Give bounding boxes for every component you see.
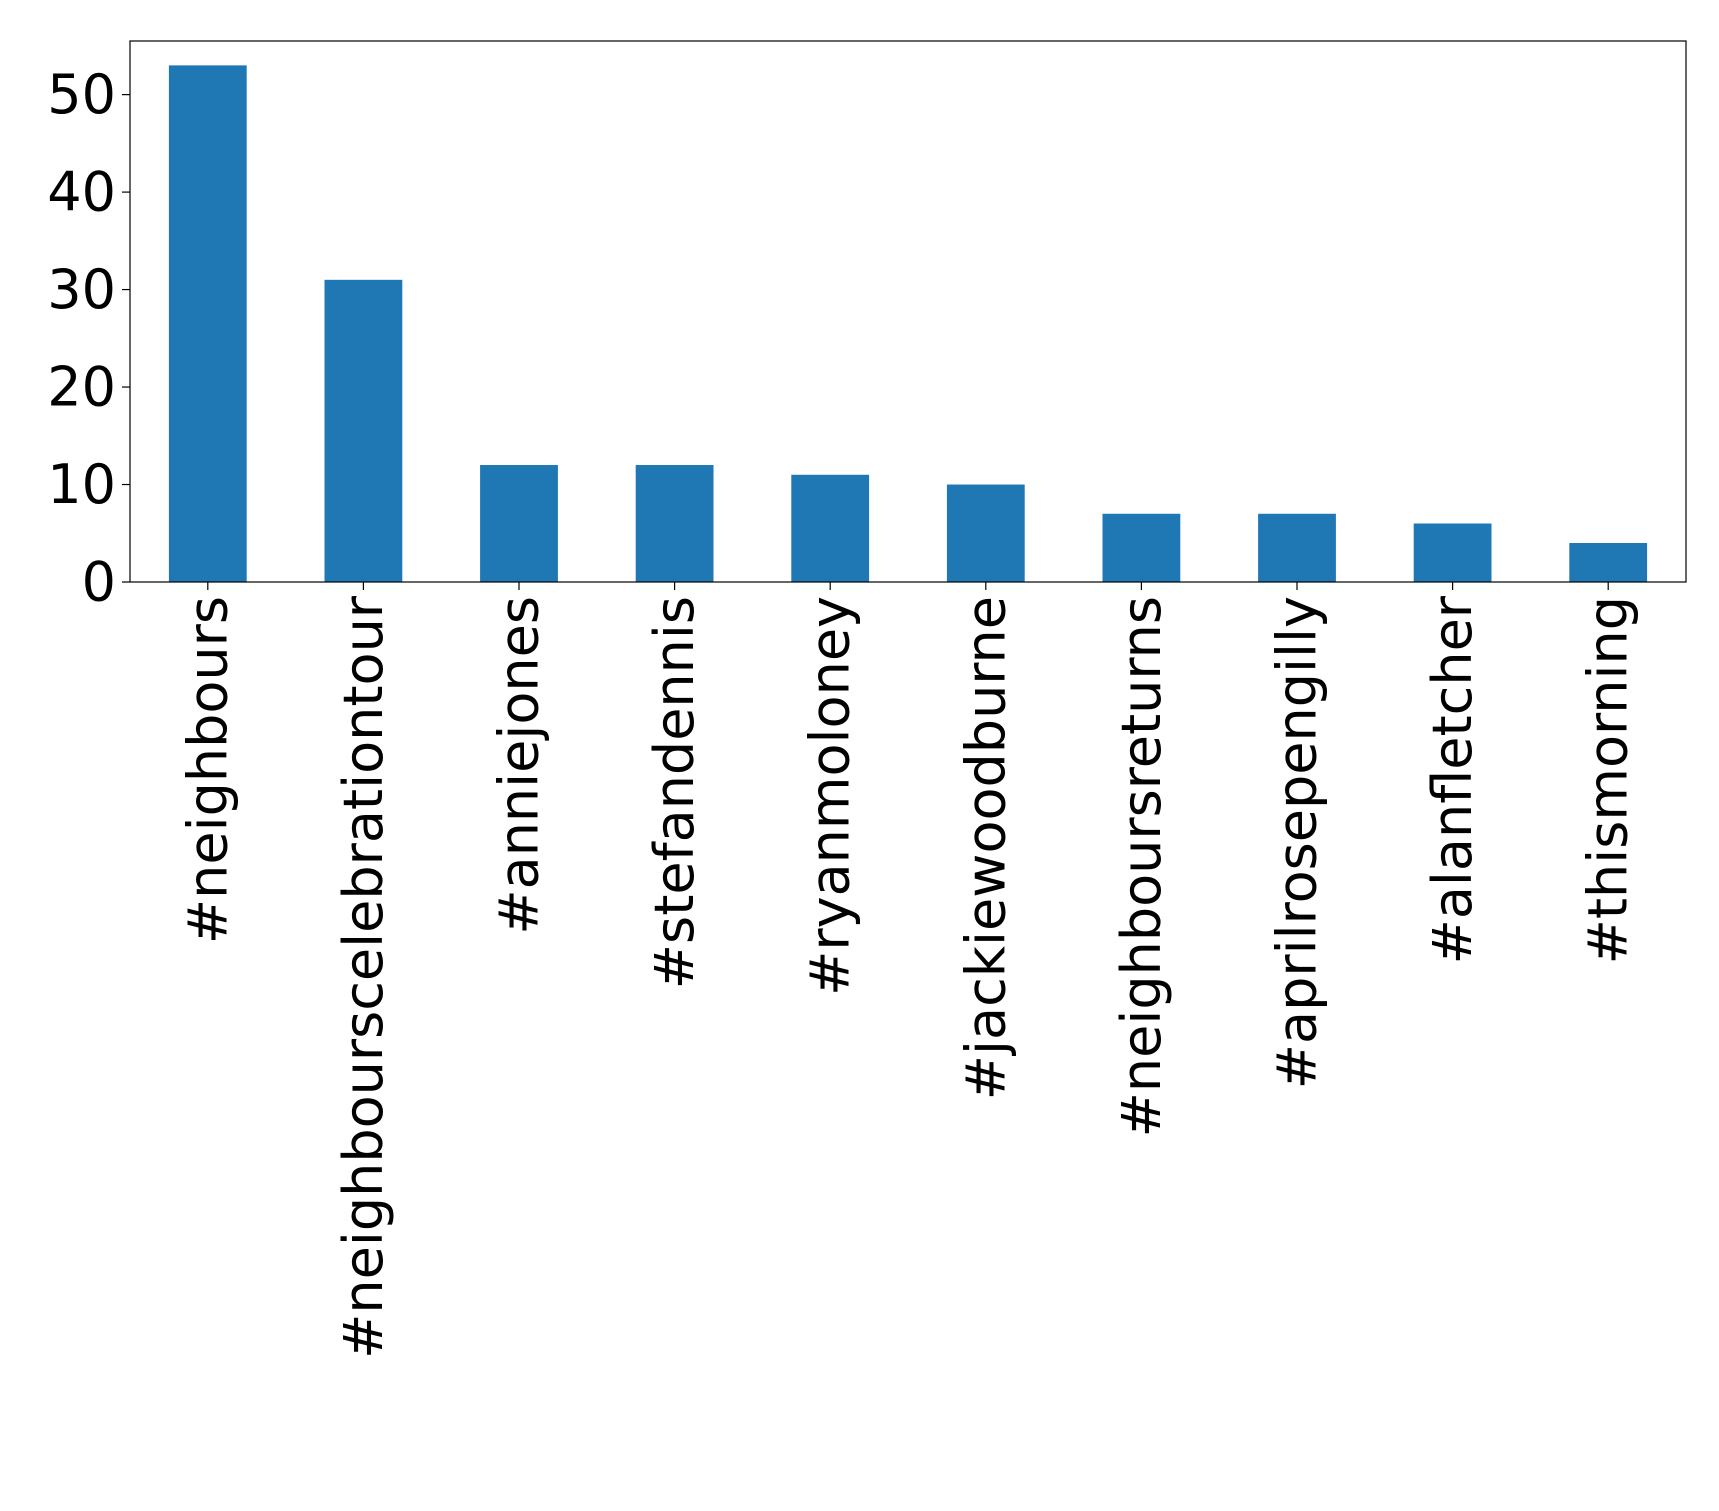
bar — [480, 465, 558, 582]
bar — [791, 474, 870, 582]
plot-frame — [129, 40, 1687, 583]
bar — [168, 65, 247, 582]
y-tick-label: 10 — [47, 453, 116, 516]
x-tick-label: #stefandennis — [643, 596, 706, 989]
y-tick-label: 0 — [82, 551, 116, 614]
y-tick-label: 50 — [47, 63, 116, 126]
x-tick-label: #neighbours — [176, 596, 239, 944]
x-tick-label: #thismorning — [1577, 596, 1640, 964]
x-tick-label: #anniejones — [488, 596, 551, 935]
bar — [1102, 513, 1181, 582]
bar — [1569, 543, 1648, 582]
y-axis: 0 10 20 30 40 50 — [47, 63, 130, 614]
bar — [324, 279, 403, 582]
bars-group — [168, 65, 1648, 582]
y-tick-label: 40 — [47, 161, 116, 224]
x-tick-label: #neighbourscelebrationtour — [332, 595, 395, 1359]
x-tick-label: #alanfletcher — [1421, 595, 1484, 964]
x-tick-label: #aprilrosepengilly — [1266, 596, 1329, 1089]
y-tick-label: 20 — [47, 356, 116, 419]
bar — [1413, 523, 1492, 582]
x-axis: #neighbours #neighbourscelebrationtour #an… — [176, 582, 1640, 1359]
bar — [1258, 513, 1336, 582]
y-tick-label: 30 — [47, 258, 116, 321]
bar — [635, 465, 714, 582]
x-tick-label: #ryanmoloney — [799, 596, 862, 996]
bar — [946, 484, 1025, 582]
x-tick-label: #jackiewoodburne — [954, 596, 1017, 1100]
x-tick-label: #neighboursreturns — [1110, 596, 1173, 1137]
